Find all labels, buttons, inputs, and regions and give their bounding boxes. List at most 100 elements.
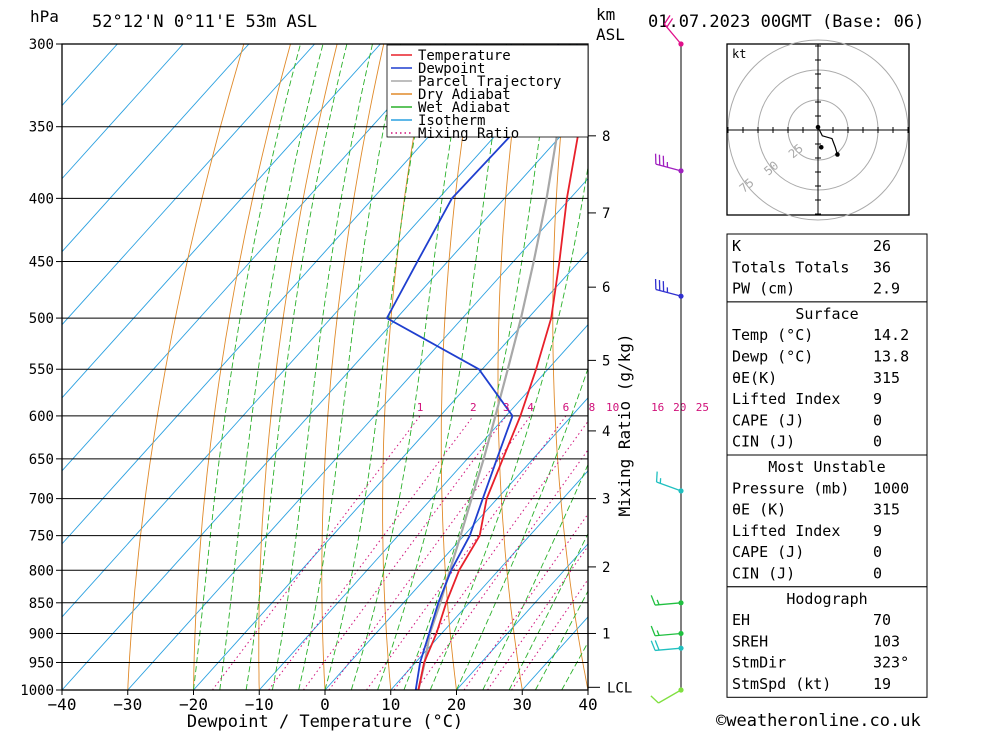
index-label: Totals Totals — [732, 258, 849, 276]
forecast-datetime: 01.07.2023 00GMT (Base: 06) — [648, 12, 924, 32]
wind-barb-staff — [655, 647, 682, 652]
wind-barb-feather — [650, 695, 659, 704]
km-tick-label: 1 — [602, 626, 610, 642]
surface-params-box — [726, 301, 928, 456]
hodograph-params-box — [726, 586, 928, 698]
wet-adiabat-line — [535, 590, 588, 690]
stability-indices-box — [726, 233, 928, 303]
wind-barb — [654, 153, 684, 174]
asl-label: ASL — [596, 25, 625, 44]
index-value: 323° — [873, 654, 909, 672]
wet-adiabat-line — [377, 44, 507, 690]
wind-barb-feather — [666, 18, 674, 28]
pressure-tick-label: 800 — [29, 563, 54, 579]
isotherm-line — [62, 44, 118, 107]
pressure-tick-label: 350 — [29, 120, 54, 136]
legend-label: Mixing Ratio — [418, 126, 519, 142]
isotherm-line — [62, 44, 184, 180]
dry-adiabat-line — [193, 44, 291, 690]
mixing-ratio-axis-title: Mixing Ratio (g/kg) — [615, 333, 634, 516]
index-label: Temp (°C) — [732, 326, 813, 344]
km-tick-label: 2 — [602, 560, 610, 576]
index-label: StmSpd (kt) — [732, 675, 831, 693]
pressure-tick-label: 700 — [29, 492, 54, 508]
isotherm-line — [456, 543, 588, 690]
dry-adiabat-line — [990, 44, 1000, 690]
pressure-axis: 300 350 400 450 500 550 600 650 700 750 800 850 900 9… — [20, 37, 54, 699]
index-value: 103 — [873, 632, 900, 650]
parcel-trajectory-profile — [417, 44, 571, 690]
index-label: Pressure (mb) — [732, 479, 849, 497]
dry-adiabat-line — [943, 44, 1000, 690]
mixing-ratio-line — [302, 415, 507, 690]
index-value: 315 — [873, 369, 900, 387]
mixing-ratio-tick-label: 4 — [527, 401, 534, 414]
index-value: 0 — [873, 565, 882, 583]
index-label: CAPE (J) — [732, 543, 804, 561]
surface-params: Surface Temp (°C) 14.2 Dewp (°C) 13.8 θE(K) 31… — [726, 301, 928, 456]
wind-barb — [650, 625, 684, 637]
wind-barb — [650, 595, 684, 606]
isotherm-line — [62, 44, 250, 253]
most-unstable-params: Most Unstable Pressure (mb) 1000 θE (K) 315 L… — [726, 454, 928, 588]
legend-label: Parcel Trajectory — [418, 74, 561, 90]
hodograph-point — [815, 124, 821, 130]
isotherm-line — [62, 44, 447, 472]
pressure-tick-label: 550 — [29, 362, 54, 378]
mixing-ratio-tick-label: 16 — [651, 401, 664, 414]
mixing-ratio-tick-label: 8 — [589, 401, 596, 414]
index-label: Lifted Index — [732, 522, 840, 540]
pressure-tick-label: 300 — [29, 37, 54, 53]
index-value: 70 — [873, 611, 891, 629]
stability-indices: K 26 Totals Totals 36 PW (cm) 2.9 — [726, 233, 928, 303]
index-label: PW (cm) — [732, 280, 795, 298]
wind-barb-feather — [654, 640, 660, 651]
wind-barb-feather — [655, 471, 658, 483]
wind-barb-staff — [655, 632, 682, 637]
index-value: 26 — [873, 237, 891, 255]
temperature-tick-label: 40 — [578, 695, 597, 714]
wet-adiabat-line — [219, 44, 324, 690]
wet-adiabat-line — [245, 44, 348, 690]
pressure-tick-label: 1000 — [20, 683, 54, 699]
wind-barb-feather — [663, 14, 671, 25]
hodograph-trace — [817, 126, 838, 155]
mixing-ratio-tick-label: 10 — [606, 401, 619, 414]
index-label: θE (K) — [732, 501, 786, 519]
wind-barb-feather — [650, 640, 656, 651]
index-value: 0 — [873, 433, 882, 451]
isotherm-line — [127, 177, 588, 690]
pressure-tick-label: 500 — [29, 311, 54, 327]
mixing-ratio-tick-label: 25 — [696, 401, 709, 414]
index-value: 0 — [873, 543, 882, 561]
wind-barb — [654, 278, 684, 299]
temperature-profile — [417, 70, 588, 690]
pressure-tick-label: 600 — [29, 409, 54, 425]
lcl-label: LCL — [607, 680, 632, 696]
temperature-axis: −40 −30 −20 −10 0 10 20 30 40 — [48, 690, 598, 714]
wind-barb-feather — [650, 625, 656, 636]
pressure-tick-label: 750 — [29, 529, 54, 545]
mixing-ratio-line — [366, 415, 567, 690]
x-axis-title: Dewpoint / Temperature (°C) — [187, 712, 463, 732]
mixing-ratio-tick-label: 2 — [470, 401, 477, 414]
wind-barb-staff — [655, 602, 682, 606]
wet-adiabat-line — [298, 44, 402, 690]
profile-lines — [385, 44, 588, 690]
km-tick-label: 5 — [602, 353, 610, 369]
isotherm-line — [62, 44, 381, 399]
dry-adiabat-line — [127, 44, 245, 690]
index-value: 14.2 — [873, 326, 909, 344]
wind-barb-half-feather — [656, 630, 660, 636]
wind-barb-staff — [663, 23, 682, 45]
legend-box — [386, 44, 589, 138]
wet-adiabat-line — [508, 532, 588, 690]
mixing-ratio-labels: 1 2 3 4 6 8 10 16 20 25 — [417, 401, 709, 414]
isotherm-line — [62, 44, 578, 618]
km-tick-label: 7 — [602, 206, 610, 222]
wind-barb-staff — [655, 288, 682, 297]
km-tick-label: 6 — [602, 280, 610, 296]
legend-label: Isotherm — [418, 113, 485, 129]
